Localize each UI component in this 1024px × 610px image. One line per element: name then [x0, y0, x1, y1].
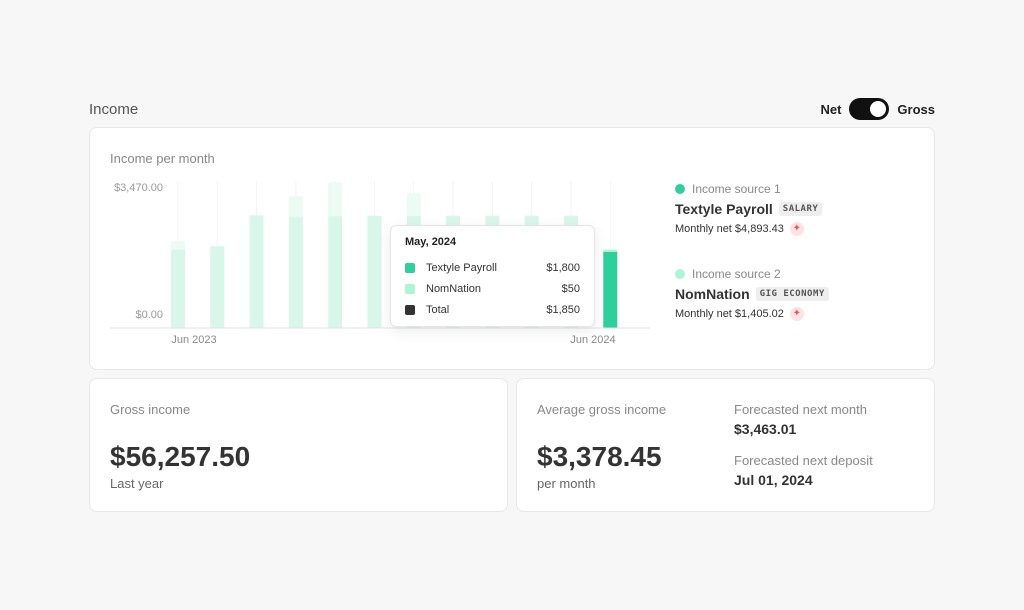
- swatch-total: [405, 304, 415, 315]
- average-income-sub: per month: [537, 476, 596, 491]
- bar-nomnation-6[interactable]: [406, 193, 421, 216]
- y-axis-max-label: $3,470.00: [114, 182, 163, 194]
- tooltip-row-value: $50: [561, 282, 580, 295]
- toggle-label-net[interactable]: Net: [820, 101, 842, 117]
- net-gross-toggle-group: Net Gross: [820, 98, 935, 120]
- forecast-deposit-label: Forecasted next deposit: [734, 453, 873, 468]
- source-2-tag: GIG ECONOMY: [755, 287, 829, 301]
- source-1-net: Monthly net $4,893.43: [675, 223, 784, 235]
- section-title: Income: [89, 101, 139, 118]
- forecast-deposit-value: Jul 01, 2024: [734, 472, 813, 488]
- net-gross-toggle[interactable]: [849, 98, 890, 120]
- average-income-label: Average gross income: [537, 402, 667, 417]
- bar-nomnation-11[interactable]: [603, 249, 618, 252]
- toggle-label-gross[interactable]: Gross: [897, 101, 935, 117]
- source-1-dot: [675, 184, 685, 194]
- y-axis-min-label: $0.00: [135, 309, 163, 321]
- forecast-month-value: $3,463.01: [734, 421, 797, 437]
- income-chart-card: Income per month $3,470.00 $0.00 Jun 202…: [89, 127, 935, 370]
- bar-nomnation-3[interactable]: [288, 196, 303, 217]
- swatch-nomnation: [405, 283, 415, 294]
- forecast-month-label: Forecasted next month: [734, 402, 867, 417]
- bar-nomnation-4[interactable]: [328, 182, 343, 217]
- source-2-name: NomNation: [675, 286, 750, 302]
- tooltip-row-name: NomNation: [426, 282, 482, 295]
- income-source-1[interactable]: Income source 1 Textyle Payroll SALARY M…: [675, 182, 823, 236]
- source-2-heading: Income source 2: [692, 267, 781, 281]
- gross-income-sub: Last year: [110, 476, 164, 491]
- income-source-2[interactable]: Income source 2 NomNation GIG ECONOMY Mo…: [675, 267, 829, 321]
- tooltip-row-value: $1,800: [546, 261, 580, 274]
- tooltip-row-name: Textyle Payroll: [426, 261, 497, 274]
- average-income-value: $3,378.45: [537, 441, 662, 472]
- x-axis-end-label: Jun 2024: [570, 334, 615, 346]
- source-2-net: Monthly net $1,405.02: [675, 308, 784, 320]
- tooltip-date: May, 2024: [405, 236, 457, 248]
- chart-tooltip: May, 2024 Textyle Payroll $1,800 NomNati…: [390, 225, 595, 327]
- gross-income-label: Gross income: [110, 402, 191, 417]
- tooltip-row: Total $1,850: [405, 299, 580, 320]
- gross-income-value: $56,257.50: [110, 441, 251, 472]
- gross-income-card: Gross income $56,257.50 Last year: [89, 378, 508, 512]
- source-1-name: Textyle Payroll: [675, 201, 773, 217]
- average-income-card: Average gross income $3,378.45 per month…: [516, 378, 935, 512]
- bar-textyle-2[interactable]: [249, 215, 264, 328]
- tooltip-row: Textyle Payroll $1,800: [405, 257, 580, 278]
- bar-textyle-1[interactable]: [210, 246, 225, 328]
- tooltip-row-name: Total: [426, 303, 450, 316]
- bar-textyle-11[interactable]: [603, 251, 618, 328]
- tooltip-row-value: $1,850: [546, 303, 580, 316]
- source-1-heading: Income source 1: [692, 182, 781, 196]
- source-2-dot: [675, 269, 685, 279]
- sparkle-icon[interactable]: ✦: [789, 222, 804, 236]
- bar-nomnation-0[interactable]: [171, 241, 185, 250]
- bar-textyle-0[interactable]: [171, 249, 185, 328]
- swatch-textyle: [405, 262, 415, 273]
- sparkle-icon[interactable]: ✦: [789, 307, 804, 321]
- bar-textyle-5[interactable]: [367, 215, 382, 328]
- toggle-knob: [870, 101, 887, 117]
- tooltip-row: NomNation $50: [405, 278, 580, 299]
- bar-textyle-4[interactable]: [328, 216, 343, 328]
- bar-textyle-3[interactable]: [288, 216, 303, 328]
- chart-title: Income per month: [110, 151, 215, 166]
- source-1-tag: SALARY: [778, 202, 823, 216]
- x-axis-start-label: Jun 2023: [171, 334, 216, 346]
